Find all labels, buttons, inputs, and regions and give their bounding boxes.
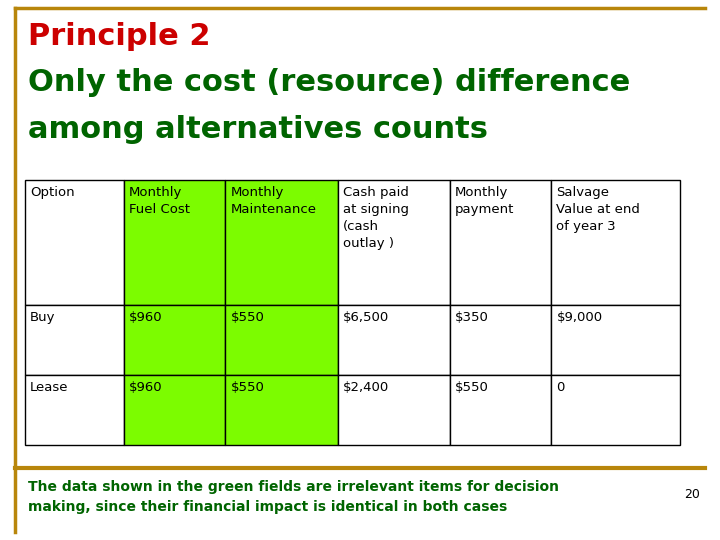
Text: 20: 20: [684, 488, 700, 501]
Bar: [225, 305, 338, 375]
Text: Option: Option: [30, 186, 75, 199]
Bar: [552, 180, 680, 305]
Bar: [338, 375, 450, 445]
Bar: [225, 180, 338, 305]
Text: $9,000: $9,000: [557, 311, 603, 324]
Text: Monthly
Maintenance: Monthly Maintenance: [230, 186, 316, 216]
Text: $550: $550: [230, 311, 264, 324]
Text: Only the cost (resource) difference: Only the cost (resource) difference: [28, 68, 630, 97]
Text: Cash paid
at signing
(cash
outlay ): Cash paid at signing (cash outlay ): [343, 186, 409, 250]
Bar: [450, 305, 552, 375]
Bar: [450, 375, 552, 445]
Bar: [552, 375, 680, 445]
Bar: [124, 305, 225, 375]
Text: $6,500: $6,500: [343, 311, 389, 324]
Text: Monthly
Fuel Cost: Monthly Fuel Cost: [129, 186, 190, 216]
Text: among alternatives counts: among alternatives counts: [28, 115, 488, 144]
Bar: [25, 305, 124, 375]
Text: 0: 0: [557, 381, 564, 394]
Text: The data shown in the green fields are irrelevant items for decision
making, sin: The data shown in the green fields are i…: [28, 480, 559, 514]
Text: $350: $350: [455, 311, 489, 324]
Bar: [338, 305, 450, 375]
Text: $550: $550: [230, 381, 264, 394]
Text: Lease: Lease: [30, 381, 68, 394]
Bar: [124, 375, 225, 445]
Bar: [338, 180, 450, 305]
Text: Salvage
Value at end
of year 3: Salvage Value at end of year 3: [557, 186, 640, 233]
Text: $960: $960: [129, 311, 163, 324]
Bar: [25, 375, 124, 445]
Text: $550: $550: [455, 381, 489, 394]
Bar: [124, 180, 225, 305]
Bar: [25, 180, 124, 305]
Bar: [225, 375, 338, 445]
Bar: [450, 180, 552, 305]
Text: Buy: Buy: [30, 311, 55, 324]
Text: $2,400: $2,400: [343, 381, 389, 394]
Text: Principle 2: Principle 2: [28, 22, 210, 51]
Text: Monthly
payment: Monthly payment: [455, 186, 514, 216]
Text: $960: $960: [129, 381, 163, 394]
Bar: [552, 305, 680, 375]
